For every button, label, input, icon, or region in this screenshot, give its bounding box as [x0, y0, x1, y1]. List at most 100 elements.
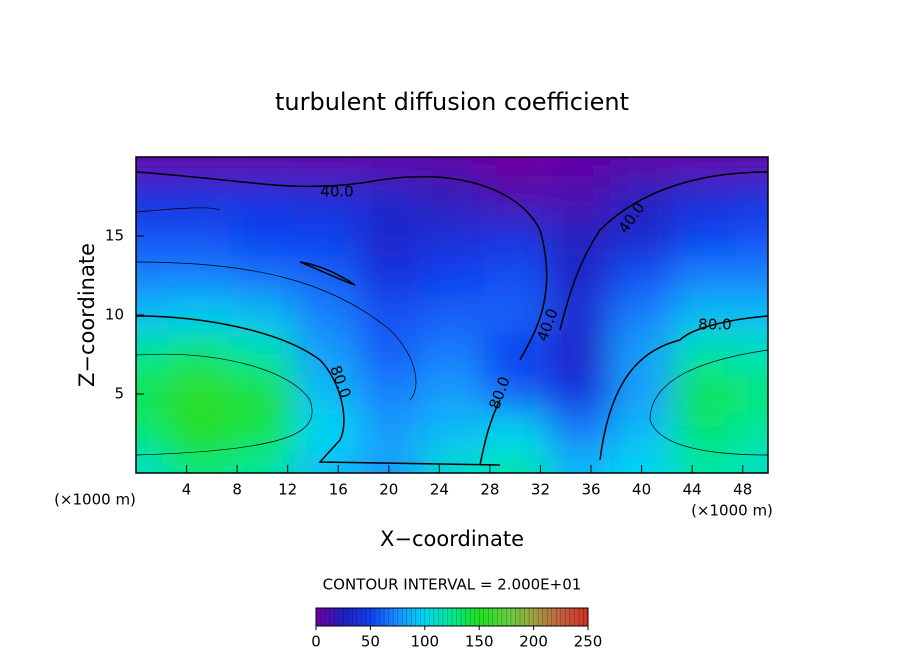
field-cell: [736, 374, 768, 414]
field-cell: [610, 374, 674, 414]
field-cell: [673, 334, 737, 375]
field-cell: [546, 453, 610, 473]
x-unit-label: (×1000 m): [54, 491, 136, 509]
colorbar-tick-label: 0: [311, 633, 321, 651]
contour-line: [649, 349, 768, 456]
field-cell: [420, 413, 484, 454]
field-cell: [610, 157, 674, 177]
field-cell: [420, 216, 484, 256]
field-cell: [230, 453, 294, 473]
field-cell: [483, 176, 547, 217]
field-cell: [357, 157, 421, 177]
field-cell: [357, 295, 421, 335]
colorbar: [315, 607, 589, 627]
field-cell: [673, 413, 737, 454]
field-cell: [294, 255, 358, 296]
x-axis-label: X−coordinate: [380, 527, 524, 551]
field-cell: [357, 334, 421, 375]
x-tick-label: 40: [632, 481, 651, 499]
x-tick-label: 4: [182, 481, 192, 499]
field-cell: [736, 176, 768, 217]
field-cell: [357, 176, 421, 217]
x-tick-label: 28: [480, 481, 499, 499]
field-cell: [294, 413, 358, 454]
x-tick-label: 48: [733, 481, 752, 499]
x-tick-label: 8: [232, 481, 242, 499]
field-cell: [546, 295, 610, 335]
field-cell: [673, 216, 737, 256]
field-cell: [230, 216, 294, 256]
plot-area: [136, 157, 768, 473]
field-cell: [294, 453, 358, 473]
field-cell: [736, 295, 768, 335]
field-cell: [294, 295, 358, 335]
colorbar-tick-label: 150: [465, 633, 494, 651]
x-tick-label: 36: [581, 481, 600, 499]
field-cell: [546, 334, 610, 375]
field-cell: [546, 176, 610, 217]
field-cell: [610, 295, 674, 335]
field-cell: [167, 295, 231, 335]
contour-line: [299, 261, 356, 286]
field-cell: [483, 157, 547, 177]
field-cell: [167, 413, 231, 454]
field-cell: [736, 453, 768, 473]
contour-line: [136, 171, 548, 361]
field-cell: [546, 374, 610, 414]
field-cell: [230, 176, 294, 217]
field-cell: [546, 216, 610, 256]
field-cell: [610, 413, 674, 454]
field-cell: [483, 453, 547, 473]
field-cell: [483, 334, 547, 375]
field-cell: [357, 255, 421, 296]
field-cell: [230, 295, 294, 335]
field-cell: [483, 374, 547, 414]
field-cell: [420, 157, 484, 177]
field-cell: [294, 176, 358, 217]
contour-line: [559, 171, 768, 331]
x-tick-label: 44: [683, 481, 702, 499]
field-cell: [736, 255, 768, 296]
field-cell: [673, 295, 737, 335]
x-unit-label: (×1000 m): [691, 502, 773, 520]
field-cell: [230, 255, 294, 296]
contour-line: [136, 261, 417, 401]
y-axis-label: Z−coordinate: [75, 243, 99, 387]
field-cell: [420, 295, 484, 335]
colorbar-tick-label: 200: [519, 633, 548, 651]
contour-line: [136, 353, 313, 456]
field-cell: [546, 157, 610, 177]
x-tick-label: 16: [329, 481, 348, 499]
field-cell: [420, 334, 484, 375]
field-cell: [294, 334, 358, 375]
field-cell: [736, 413, 768, 454]
field-cell: [546, 413, 610, 454]
contour-lines: [136, 171, 768, 466]
field-cell: [610, 334, 674, 375]
field-cell: [610, 216, 674, 256]
field-cell: [167, 216, 231, 256]
contour-lines-thin: [136, 207, 768, 456]
field-cell: [483, 255, 547, 296]
contour-label: 40.0: [320, 183, 353, 201]
field-cell: [736, 216, 768, 256]
field-cell: [167, 176, 231, 217]
field-cell: [136, 413, 168, 454]
field-cell: [294, 157, 358, 177]
field-cell: [294, 374, 358, 414]
field-cell: [420, 453, 484, 473]
field-cell: [136, 157, 168, 177]
x-tick-label: 24: [430, 481, 449, 499]
field-cell: [673, 157, 737, 177]
y-tick-label: 15: [105, 227, 124, 245]
field-cell: [167, 374, 231, 414]
y-tick-label: 10: [105, 306, 124, 324]
contour-line: [479, 399, 501, 466]
field-cell: [230, 334, 294, 375]
colorbar-tick-label: 100: [410, 633, 439, 651]
field-cell: [673, 255, 737, 296]
contour-line: [136, 315, 501, 466]
contour-interval: CONTOUR INTERVAL = 2.000E+01: [323, 576, 582, 594]
